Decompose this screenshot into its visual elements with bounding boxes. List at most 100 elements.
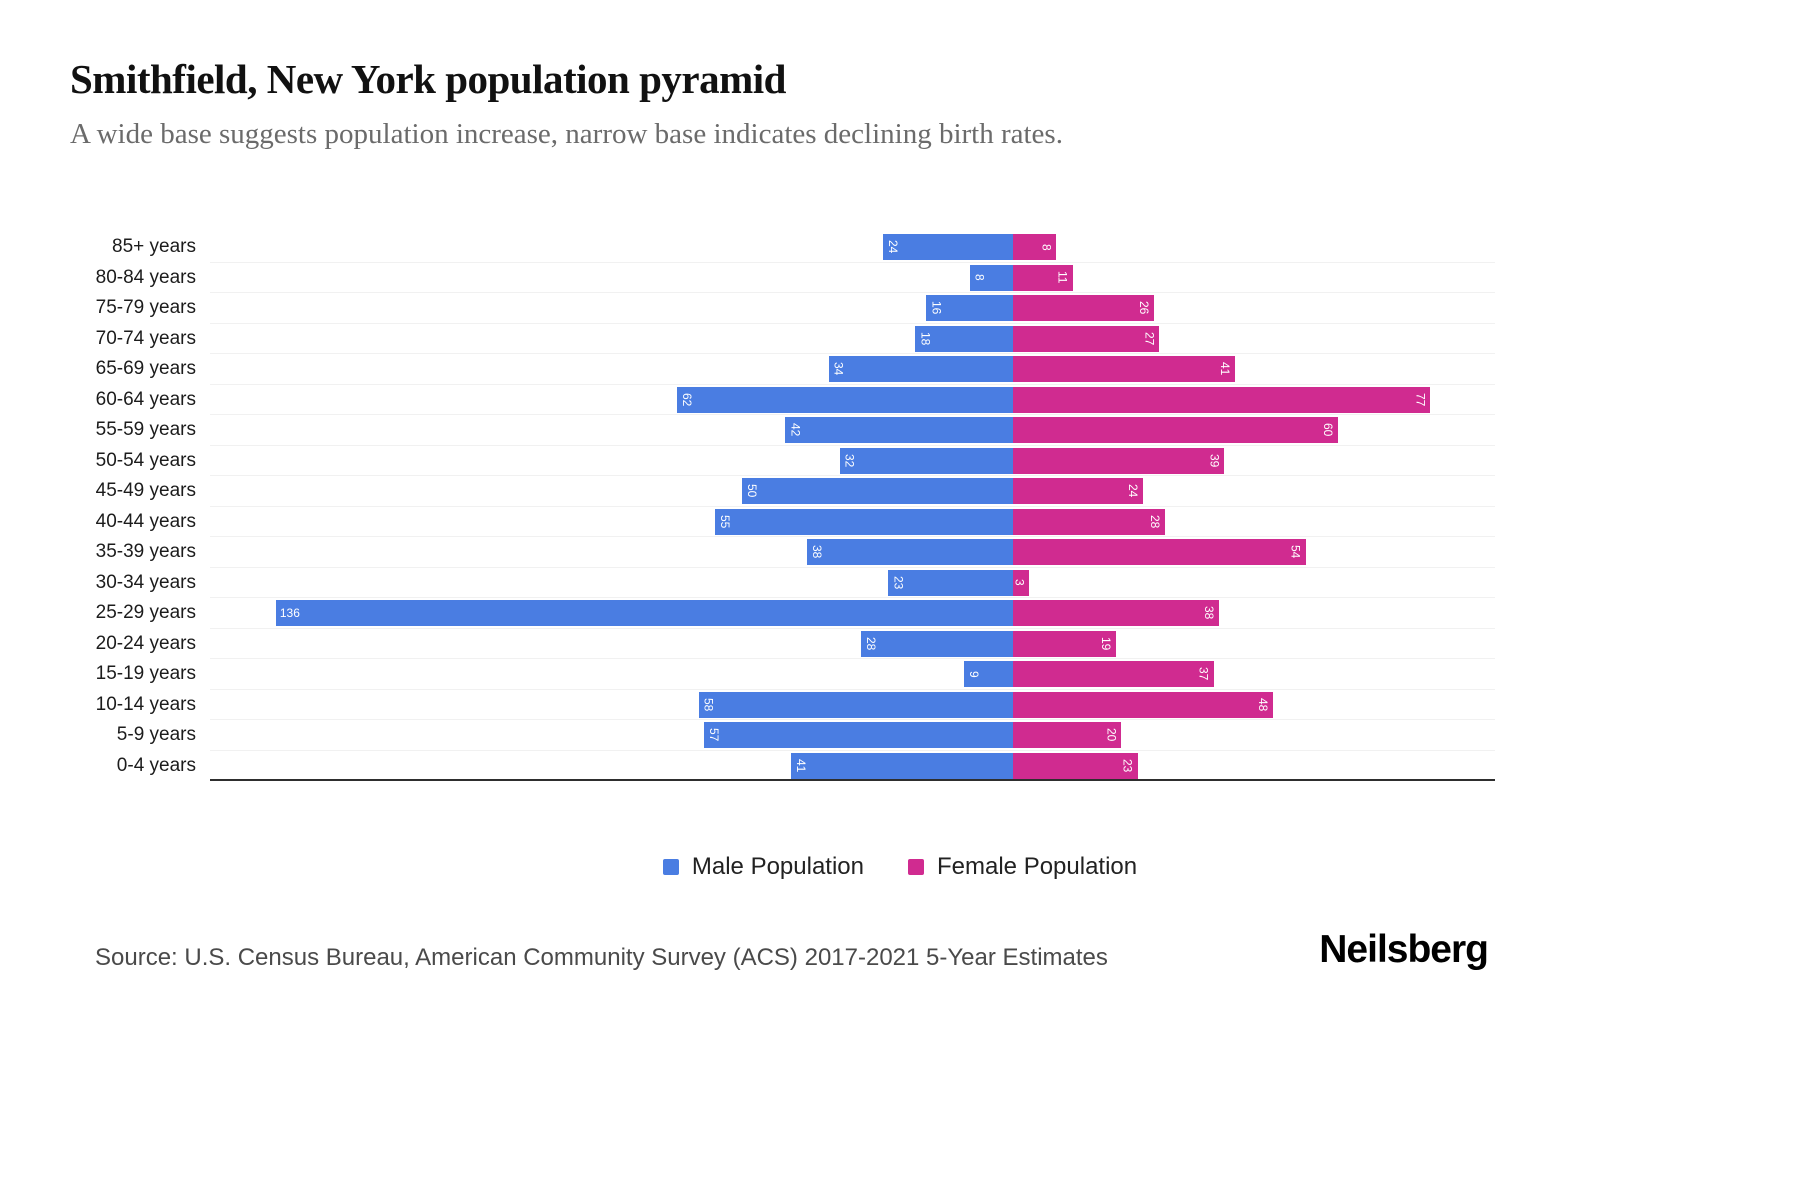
male-bar: 23 [888,569,1013,596]
pyramid-row: 45-49 years 50 24 [70,476,1500,507]
age-group-label: 60-64 years [95,388,196,410]
plot-row: 50 24 [210,476,1495,507]
age-group-label: 5-9 years [116,724,196,746]
female-value-label: 48 [1256,697,1271,712]
pyramid-row: 50-54 years 32 39 [70,446,1500,476]
female-bar: 28 [1013,508,1165,535]
female-value-label: 11 [1055,271,1070,284]
population-pyramid-chart: 85+ years 24 8 80-84 years 8 11 75-79 years 16 2… [70,232,1500,781]
female-value-label: 19 [1098,636,1113,651]
male-bar: 34 [828,356,1013,382]
female-value-label: 23 [1120,758,1135,773]
page-subtitle: A wide base suggests population increase… [70,118,1063,150]
age-group-label: 0-4 years [116,754,196,776]
female-swatch-icon [908,859,924,875]
male-value-label: 9 [967,670,982,678]
age-group-label: 30-34 years [95,571,196,593]
legend-label-male: Male Population [691,853,864,880]
plot-row: 8 11 [210,263,1495,293]
female-bar: 26 [1013,295,1154,321]
female-bar: 41 [1013,356,1236,382]
male-bar: 32 [839,447,1013,474]
x-axis-line [210,779,1495,781]
male-value-label: 42 [788,423,803,437]
male-value-label: 38 [810,545,825,559]
neilsberg-logo: Neilsberg [1319,928,1489,971]
female-value-label: 77 [1413,392,1428,407]
plot-row: 62 77 [210,385,1495,415]
plot-row: 16 26 [210,293,1495,324]
age-group-label: 40-44 years [95,510,196,532]
female-value-label: 28 [1147,514,1162,529]
male-value-label: 34 [831,362,846,376]
male-bar: 8 [969,264,1013,291]
pyramid-row: 75-79 years 16 26 [70,293,1500,324]
female-bar: 77 [1013,386,1431,413]
female-bar: 37 [1013,661,1214,687]
male-value-label: 24 [885,240,900,254]
male-value-label: 41 [793,758,808,773]
female-bar: 23 [1013,752,1138,779]
female-bar: 19 [1013,630,1116,657]
female-value-label: 3 [1012,579,1027,586]
pyramid-rows: 85+ years 24 8 80-84 years 8 11 75-79 years 16 2… [70,232,1500,781]
female-bar: 54 [1013,539,1306,565]
male-bar: 24 [882,234,1013,260]
female-bar: 8 [1013,234,1057,260]
age-group-label: 65-69 years [95,358,196,380]
female-value-label: 8 [1039,243,1054,251]
female-value-label: 26 [1136,301,1151,315]
male-bar: 38 [807,539,1013,565]
female-bar: 3 [1012,569,1030,596]
female-value-label: 20 [1104,728,1119,742]
female-value-label: 39 [1207,453,1222,468]
male-bar: 55 [714,508,1013,535]
female-value-label: 24 [1126,484,1141,498]
female-bar: 11 [1013,264,1073,291]
male-bar: 28 [861,630,1013,657]
plot-row: 42 60 [210,415,1495,446]
age-group-label: 80-84 years [95,266,196,288]
plot-row: 9 37 [210,659,1495,690]
plot-row: 28 19 [210,629,1495,659]
pyramid-row: 60-64 years 62 77 [70,385,1500,415]
age-group-label: 10-14 years [95,693,196,715]
plot-row: 34 41 [210,354,1495,385]
male-value-label: 58 [701,697,716,712]
female-value-label: 60 [1321,423,1336,437]
female-bar: 20 [1013,722,1122,748]
male-value-label: 62 [679,392,694,407]
plot-row: 18 27 [210,324,1495,354]
female-bar: 60 [1013,417,1339,443]
male-bar: 136 [275,600,1013,626]
plot-row: 55 28 [210,507,1495,537]
age-group-label: 35-39 years [95,541,196,563]
age-group-label: 20-24 years [95,632,196,654]
pyramid-row: 0-4 years 41 23 [70,751,1500,781]
plot-row: 58 48 [210,690,1495,720]
pyramid-row: 40-44 years 55 28 [70,507,1500,537]
male-bar: 42 [785,417,1013,443]
female-value-label: 54 [1288,545,1303,559]
female-value-label: 27 [1142,331,1157,346]
pyramid-row: 30-34 years 23 3 [70,568,1500,598]
male-bar: 9 [964,661,1013,687]
male-value-label: 18 [918,331,933,346]
plot-row: 57 20 [210,720,1495,751]
legend-item-male: Male Population [662,853,864,881]
pyramid-row: 70-74 years 18 27 [70,324,1500,354]
pyramid-row: 55-59 years 42 60 [70,415,1500,446]
male-value-label: 55 [717,514,732,529]
pyramid-row: 35-39 years 38 54 [70,537,1500,568]
male-value-label: 136 [279,606,300,620]
age-group-label: 45-49 years [95,480,196,502]
pyramid-row: 85+ years 24 8 [70,232,1500,263]
male-bar: 18 [915,325,1013,352]
pyramid-row: 65-69 years 34 41 [70,354,1500,385]
female-bar: 27 [1013,325,1160,352]
chart-legend: Male Population Female Population [0,853,1800,881]
legend-item-female: Female Population [908,853,1137,881]
male-swatch-icon [662,859,679,875]
pyramid-row: 25-29 years 136 38 [70,598,1500,629]
age-group-label: 25-29 years [95,602,196,624]
